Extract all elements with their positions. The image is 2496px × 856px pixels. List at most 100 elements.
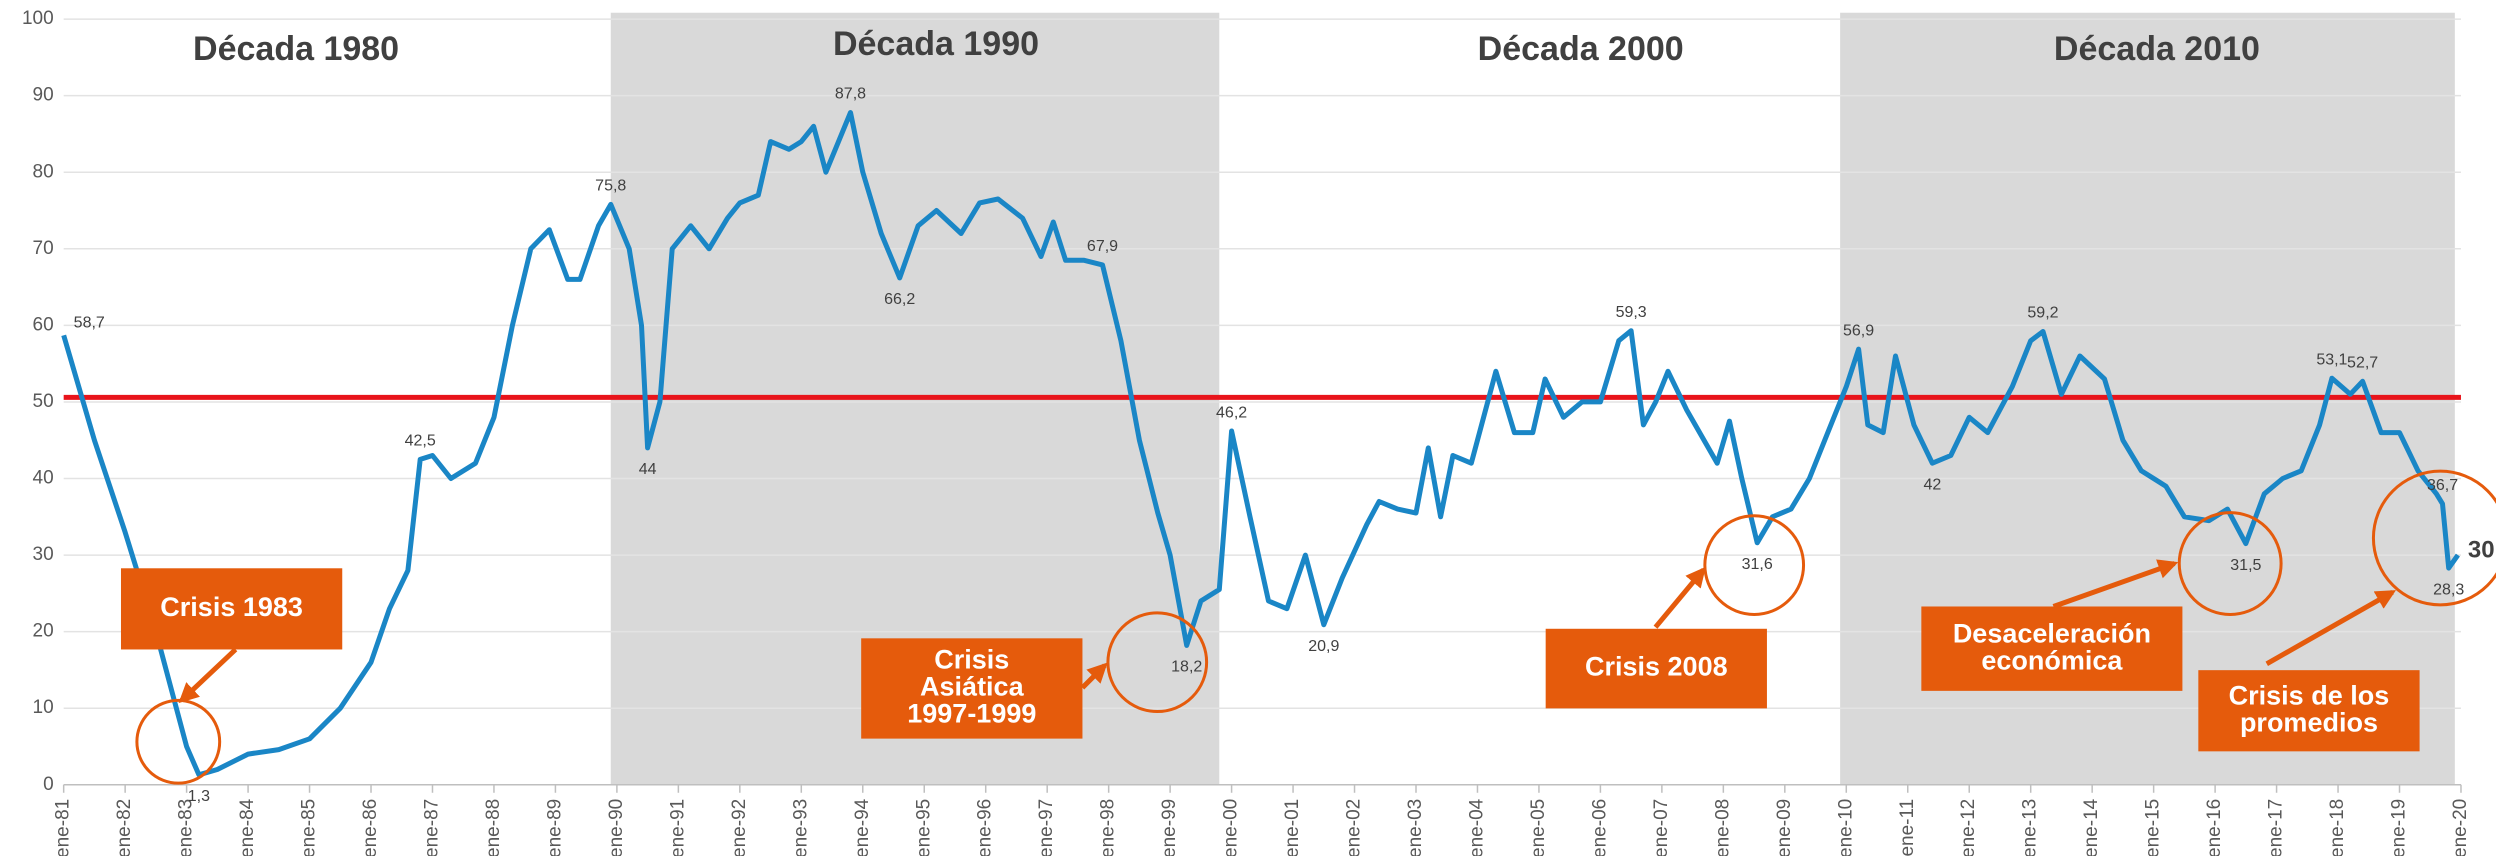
x-tick-label: ene-94	[852, 798, 873, 856]
x-tick-label: ene-95	[913, 799, 934, 856]
annotation-text: Desaceleración	[1953, 618, 2151, 648]
annotation-box	[861, 638, 1083, 739]
data-label: 67,9	[1087, 238, 1118, 255]
x-tick-label: ene-98	[1098, 799, 1119, 856]
y-tick-label: 50	[33, 391, 54, 412]
data-label: 59,2	[2027, 305, 2058, 322]
x-tick-label: ene-91	[667, 799, 688, 856]
x-tick-label: ene-13	[2020, 799, 2041, 856]
annotation-arrow	[1080, 662, 1108, 690]
x-tick-label: ene-03	[1405, 799, 1426, 856]
annotation-box	[1921, 606, 2183, 691]
x-tick-label: ene-99	[1159, 799, 1180, 856]
y-tick-label: 100	[22, 8, 54, 29]
data-label: 18,2	[1171, 659, 1202, 676]
x-tick-label: ene-17	[2266, 799, 2287, 856]
annotation-text: económica	[1981, 645, 2123, 675]
annotation-box	[120, 568, 343, 650]
annotation-text: Asiática	[920, 672, 1025, 702]
x-tick-label: ene-87	[422, 799, 443, 856]
annotation-text: promedios	[2240, 707, 2378, 737]
x-tick-label: ene-90	[606, 799, 627, 856]
x-tick-label: ene-19	[2389, 799, 2410, 856]
y-tick-label: 70	[33, 238, 54, 259]
decade-title: Década 2010	[2054, 30, 2260, 68]
data-label: 53,1	[2316, 351, 2347, 368]
highlight-circle	[2177, 511, 2283, 616]
highlight-circle	[1703, 514, 1806, 616]
x-tick-label: ene-20	[2450, 799, 2471, 856]
decade-title: Década 1980	[193, 30, 399, 68]
data-label: 42,5	[405, 433, 436, 450]
x-tick-label: ene-86	[360, 799, 381, 856]
x-tick-label: ene-12	[1958, 799, 1979, 856]
highlight-circle	[135, 698, 222, 785]
x-tick-label: ene-89	[544, 799, 565, 856]
decade-title: Década 2000	[1478, 30, 1684, 68]
annotation-arrow	[1653, 566, 1706, 629]
annotation-text: 1997-1999	[907, 699, 1036, 729]
data-label: 31,6	[1742, 556, 1773, 573]
data-label: 1,3	[188, 788, 210, 805]
data-label: 30	[2468, 536, 2495, 563]
x-tick-label: ene-16	[2204, 799, 2225, 856]
x-tick-label: ene-15	[2143, 799, 2164, 856]
x-tick-label: ene-82	[114, 799, 135, 856]
series-line	[61, 110, 2460, 778]
annotation-text: Crisis de los	[2229, 680, 2390, 710]
annotation-arrow	[178, 647, 238, 704]
data-label: 58,7	[74, 315, 105, 332]
x-tick-label: ene-10	[1835, 799, 1856, 856]
x-tick-label: ene-01	[1282, 799, 1303, 856]
x-tick-label: ene-96	[975, 799, 996, 856]
x-tick-label: ene-18	[2327, 799, 2348, 856]
x-tick-label: ene-14	[2081, 798, 2102, 856]
annotation-arrow	[2265, 589, 2397, 666]
data-label: 66,2	[884, 291, 915, 308]
data-label: 87,8	[835, 86, 866, 103]
data-label: 28,3	[2433, 581, 2464, 598]
x-tick-label: ene-88	[483, 799, 504, 856]
data-label: 59,3	[1616, 304, 1647, 321]
x-tick-label: ene-81	[53, 799, 74, 856]
y-tick-label: 40	[33, 468, 54, 489]
x-tick-label: ene-84	[237, 798, 258, 856]
x-tick-label: ene-04	[1466, 798, 1487, 856]
data-label: 56,9	[1843, 322, 1874, 339]
x-tick-label: ene-09	[1774, 799, 1795, 856]
y-tick-label: 20	[33, 621, 54, 642]
x-tick-label: ene-06	[1589, 799, 1610, 856]
x-tick-label: ene-11	[1897, 799, 1918, 856]
x-tick-label: ene-85	[299, 799, 320, 856]
data-label: 44	[639, 461, 657, 478]
y-tick-label: 90	[33, 85, 54, 106]
data-label: 75,8	[595, 178, 626, 195]
x-tick-label: ene-05	[1528, 799, 1549, 856]
x-tick-label: ene-02	[1344, 799, 1365, 856]
data-label: 20,9	[1308, 638, 1339, 655]
annotation-box	[1545, 628, 1767, 709]
y-tick-label: 60	[33, 314, 54, 335]
x-tick-label: ene-97	[1036, 799, 1057, 856]
annotation-arrow	[2052, 559, 2179, 609]
data-label: 36,7	[2427, 477, 2458, 494]
y-tick-label: 0	[43, 774, 54, 795]
x-tick-label: ene-92	[729, 799, 750, 856]
annotation-text: Crisis 1983	[160, 592, 303, 622]
data-label: 42	[1923, 476, 1941, 493]
annotation-box	[2198, 670, 2420, 752]
x-tick-label: ene-93	[790, 799, 811, 856]
y-tick-label: 80	[33, 161, 54, 182]
highlight-circle	[1106, 611, 1209, 714]
annotation-text: Crisis	[934, 645, 1009, 675]
y-tick-label: 10	[33, 697, 54, 718]
data-label: 46,2	[1216, 404, 1247, 421]
highlight-circle	[2371, 469, 2496, 607]
annotation-text: Crisis 2008	[1585, 652, 1728, 682]
data-label: 52,7	[2347, 354, 2378, 371]
x-tick-label: ene-07	[1651, 799, 1672, 856]
y-tick-label: 30	[33, 544, 54, 565]
x-tick-label: ene-08	[1712, 799, 1733, 856]
data-label: 31,5	[2230, 557, 2261, 574]
